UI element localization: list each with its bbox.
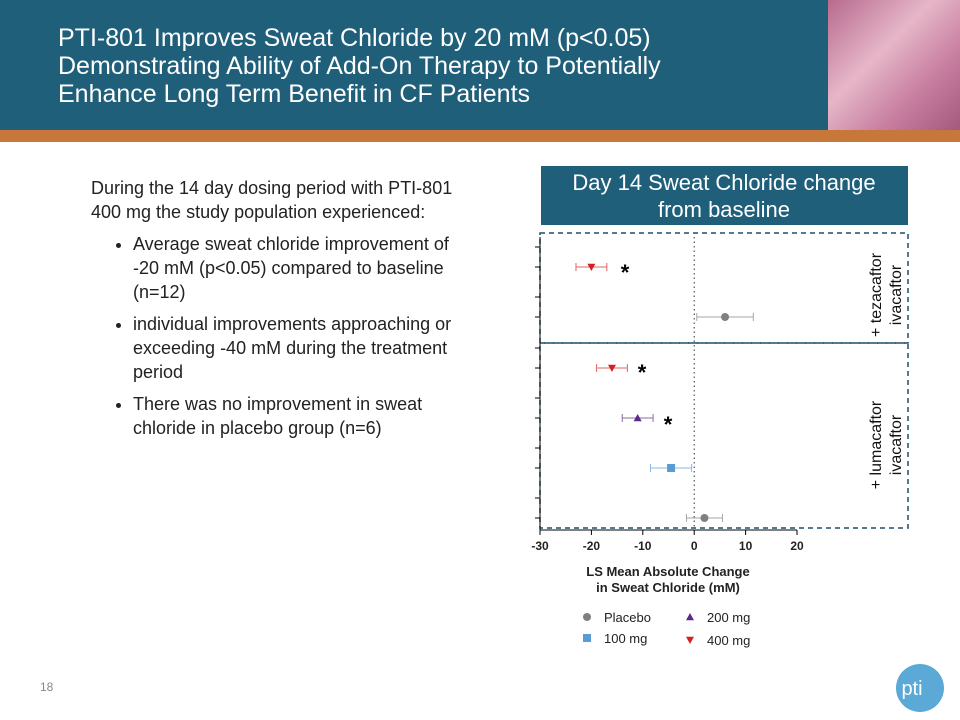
group-label: + lumacaftor bbox=[868, 400, 885, 489]
legend-label: 100 mg bbox=[604, 631, 647, 646]
chart-title: Day 14 Sweat Chloride change bbox=[572, 170, 875, 195]
logo-mark bbox=[896, 664, 944, 712]
legend-marker bbox=[583, 613, 591, 621]
legend-marker bbox=[686, 636, 694, 644]
x-tick-label: -30 bbox=[531, 539, 549, 553]
logo: pti bbox=[901, 678, 922, 700]
body-text: During the 14 day dosing period with PTI… bbox=[91, 176, 471, 448]
group-label: ivacaftor bbox=[888, 414, 905, 475]
legend-label: 400 mg bbox=[707, 633, 750, 648]
group-label: + tezacaftor bbox=[868, 252, 885, 337]
intro: During the 14 day dosing period with PTI… bbox=[91, 178, 453, 222]
x-tick-label: 20 bbox=[790, 539, 804, 553]
marker bbox=[700, 514, 709, 522]
group-box bbox=[539, 232, 909, 344]
x-tick-label: -10 bbox=[634, 539, 652, 553]
page-number: 18 bbox=[40, 680, 54, 694]
bullet: individual improvements approaching or e… bbox=[133, 312, 471, 384]
bullet: There was no improvement in sweat chlori… bbox=[133, 392, 471, 440]
annotation: * bbox=[664, 412, 673, 437]
x-tick-label: 0 bbox=[691, 539, 698, 553]
chart-title-box bbox=[541, 166, 908, 225]
title: PTI-801 Improves Sweat Chloride by 20 mM… bbox=[58, 24, 661, 108]
title-line: Enhance Long Term Benefit in CF Patients bbox=[58, 80, 531, 108]
annotation: * bbox=[638, 360, 647, 385]
annotation: * bbox=[621, 260, 630, 285]
legend-marker bbox=[583, 634, 591, 642]
x-tick-label: 10 bbox=[739, 539, 753, 553]
x-axis-label: in Sweat Chloride (mM) bbox=[596, 580, 740, 595]
marker bbox=[587, 263, 596, 271]
bullet-list: Average sweat chloride improvement of -2… bbox=[91, 232, 471, 440]
marker bbox=[633, 414, 642, 422]
x-axis-label: LS Mean Absolute Change bbox=[586, 564, 749, 579]
stripe bbox=[0, 130, 960, 142]
chart-title: from baseline bbox=[658, 197, 790, 222]
header: PTI-801 Improves Sweat Chloride by 20 mM… bbox=[0, 0, 960, 130]
marker bbox=[667, 464, 676, 472]
group-box bbox=[539, 342, 909, 529]
title-line: PTI-801 Improves Sweat Chloride by 20 mM… bbox=[58, 24, 651, 52]
y-minor-ticks bbox=[535, 246, 540, 519]
marker bbox=[607, 364, 616, 372]
group-label: ivacaftor bbox=[888, 264, 905, 325]
title-line: Demonstrating Ability of Add-On Therapy … bbox=[58, 52, 661, 80]
marker bbox=[721, 313, 730, 321]
legend-label: Placebo bbox=[604, 610, 651, 625]
legend-marker bbox=[686, 613, 694, 621]
header-image bbox=[828, 0, 960, 130]
legend-label: 200 mg bbox=[707, 610, 750, 625]
x-tick-label: -20 bbox=[583, 539, 601, 553]
bullet: Average sweat chloride improvement of -2… bbox=[133, 232, 471, 304]
